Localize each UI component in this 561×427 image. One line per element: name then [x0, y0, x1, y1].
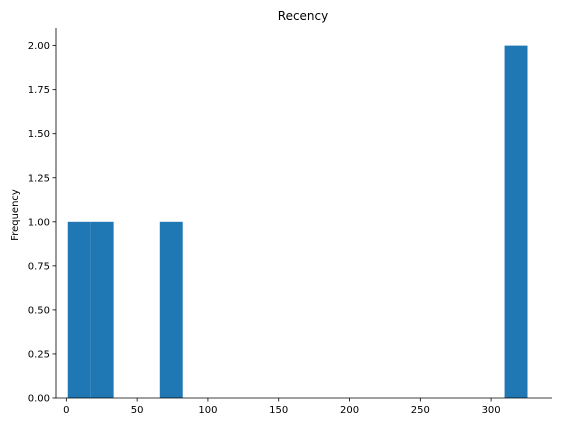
x-tick-label-3: 150 — [269, 405, 288, 416]
x-tick-label-1: 50 — [131, 405, 144, 416]
y-axis-ticks: 0.00 0.25 0.50 0.75 1.00 1.25 1.50 1.75 2.00 — [28, 41, 56, 405]
x-tick-label-2: 100 — [198, 405, 217, 416]
y-tick-label-3: 0.75 — [28, 261, 50, 272]
histogram-bar-3 — [504, 45, 528, 398]
x-tick-label-4: 200 — [340, 405, 359, 416]
y-tick-label-6: 1.50 — [28, 129, 50, 140]
histogram-bar-0 — [67, 221, 91, 398]
x-tick-label-0: 0 — [63, 405, 69, 416]
x-tick-label-5: 250 — [411, 405, 430, 416]
y-axis-title: Frequency — [10, 189, 21, 241]
histogram-bar-1 — [90, 221, 114, 398]
histogram-bar-2 — [159, 221, 183, 398]
bars-group — [67, 45, 528, 398]
y-tick-label-5: 1.25 — [28, 173, 50, 184]
x-tick-label-6: 300 — [482, 405, 501, 416]
y-tick-label-0: 0.00 — [28, 394, 50, 405]
y-tick-label-7: 1.75 — [28, 85, 50, 96]
y-tick-label-8: 2.00 — [28, 41, 50, 52]
y-tick-label-1: 0.25 — [28, 349, 50, 360]
y-tick-label-2: 0.50 — [28, 305, 50, 316]
chart-title: Recency — [278, 9, 328, 23]
y-tick-label-4: 1.00 — [28, 217, 50, 228]
x-axis-ticks: 0 50 100 150 200 250 300 — [63, 398, 501, 416]
